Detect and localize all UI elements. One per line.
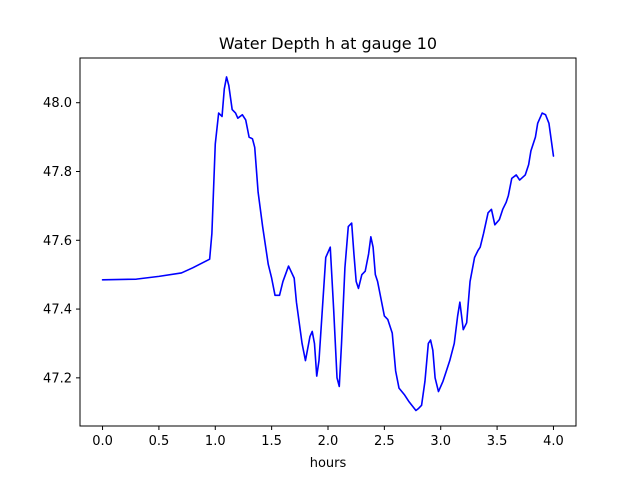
y-tick-label: 48.0 <box>43 96 72 111</box>
series-layer <box>101 76 555 412</box>
x-tick-label: 4.0 <box>543 434 564 449</box>
series-line-h <box>101 76 555 412</box>
y-tick-label: 47.2 <box>43 371 72 386</box>
x-tick-label: 1.0 <box>205 434 226 449</box>
x-tick-label: 3.0 <box>430 434 451 449</box>
y-axis: 47.2 47.4 47.6 47.8 48.0 <box>43 96 80 386</box>
x-axis-label: hours <box>310 456 347 471</box>
y-tick-label: 47.4 <box>43 303 72 318</box>
y-tick-label: 47.6 <box>43 234 72 249</box>
chart-title: Water Depth h at gauge 10 <box>219 34 437 53</box>
x-axis: 0.0 0.5 1.0 1.5 2.0 2.5 3.0 3.5 4.0 <box>92 426 564 449</box>
x-tick-label: 0.0 <box>92 434 113 449</box>
plot-frame <box>79 57 577 427</box>
x-tick-label: 2.5 <box>374 434 395 449</box>
y-tick-label: 47.8 <box>43 165 72 180</box>
x-tick-label: 1.5 <box>261 434 282 449</box>
x-tick-label: 3.5 <box>487 434 508 449</box>
x-tick-label: 0.5 <box>149 434 170 449</box>
x-tick-label: 2.0 <box>318 434 339 449</box>
